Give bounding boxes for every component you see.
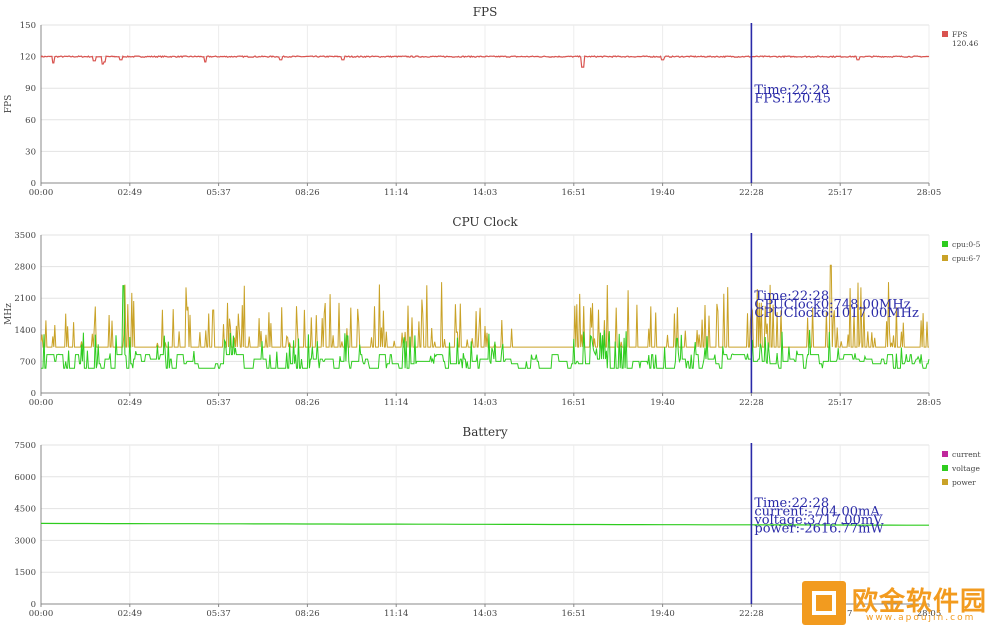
x-tick-label: 22:28 xyxy=(739,609,764,619)
x-tick-label: 08:26 xyxy=(295,609,320,619)
legend-swatch xyxy=(942,465,948,471)
x-tick-label: 16:51 xyxy=(562,609,587,619)
x-tick-label: 11:14 xyxy=(384,609,409,619)
x-tick-label: 11:14 xyxy=(384,188,409,198)
tooltip-line: Time:22:28 xyxy=(754,496,829,511)
legend-swatch xyxy=(942,479,948,485)
legend-label: cpu:6-7 xyxy=(952,254,981,263)
x-tick-label: 00:00 xyxy=(29,188,54,198)
x-tick-label: 05:37 xyxy=(206,609,231,619)
x-tick-label: 08:26 xyxy=(295,398,320,408)
x-tick-label: 00:00 xyxy=(29,609,54,619)
y-tick-label: 1500 xyxy=(14,568,36,578)
y-tick-label: 1400 xyxy=(14,326,36,336)
x-tick-label: 00:00 xyxy=(29,398,54,408)
x-tick-label: 28:05 xyxy=(917,609,942,619)
y-tick-label: 7500 xyxy=(14,441,36,451)
series-line-voltage xyxy=(40,522,929,526)
x-tick-label: 28:05 xyxy=(917,398,942,408)
legend-swatch xyxy=(942,255,948,261)
y-tick-label: 4500 xyxy=(14,505,36,515)
y-tick-label: 120 xyxy=(20,53,36,63)
x-tick-label: 08:26 xyxy=(295,188,320,198)
y-tick-label: 0 xyxy=(31,600,36,610)
legend-label: power xyxy=(952,478,976,487)
series-line-cpu-0-5 xyxy=(41,285,930,369)
tooltip-line: power:-2616.77mW xyxy=(754,522,884,537)
chart-title: Battery xyxy=(462,425,507,439)
series-line-cpu-6-7 xyxy=(40,264,929,348)
x-tick-label: 22:28 xyxy=(739,398,764,408)
tooltip-line: Time:22:28 xyxy=(754,289,829,304)
tooltip-line: FPS:120.45 xyxy=(754,92,831,107)
watermark-text: 欧金软件园 xyxy=(852,587,988,617)
y-tick-label: 3500 xyxy=(14,231,36,241)
y-tick-label: 30 xyxy=(25,147,36,157)
y-tick-label: 60 xyxy=(25,116,36,126)
x-tick-label: 02:49 xyxy=(118,398,143,408)
chart-panel-2: Battery 0 1500 3000 4500 6000 7500 00:00 02:49 05… xyxy=(14,425,980,619)
y-axis-label: FPS xyxy=(4,95,14,113)
x-tick-label: 16:51 xyxy=(562,188,587,198)
x-tick-label: 14:03 xyxy=(473,398,498,408)
watermark-url: www.apoujin.com xyxy=(866,613,976,623)
legend-label: cpu:0-5 xyxy=(952,240,981,249)
y-tick-label: 6000 xyxy=(14,473,36,483)
tooltip-line: voltage:3717.00mV xyxy=(753,513,883,528)
legend-swatch xyxy=(942,31,948,37)
y-tick-label: 700 xyxy=(20,357,36,367)
x-tick-label: 05:37 xyxy=(206,188,231,198)
legend-swatch xyxy=(942,241,948,247)
y-tick-label: 90 xyxy=(25,84,36,94)
y-tick-label: 0 xyxy=(31,389,36,399)
x-tick-label: 05:37 xyxy=(206,398,231,408)
x-tick-label: 19:40 xyxy=(650,188,675,198)
x-tick-label: 02:49 xyxy=(118,188,143,198)
watermark-logo-icon xyxy=(802,581,846,625)
tooltip-line: current:-704.00mA xyxy=(754,505,880,520)
chart-title: CPU Clock xyxy=(452,215,518,229)
y-tick-label: 3000 xyxy=(14,536,36,546)
x-tick-label: 19:40 xyxy=(650,609,675,619)
y-tick-label: 150 xyxy=(20,21,36,31)
x-tick-label: 25:17 xyxy=(828,188,853,198)
x-tick-label: 02:49 xyxy=(118,609,143,619)
y-tick-label: 2100 xyxy=(14,294,36,304)
x-tick-label: 14:03 xyxy=(473,609,498,619)
tooltip-line: Time:22:28 xyxy=(754,83,829,98)
x-tick-label: 28:05 xyxy=(917,188,942,198)
x-tick-label: 16:51 xyxy=(562,398,587,408)
y-tick-label: 0 xyxy=(31,179,36,189)
legend-value: 120.46 xyxy=(952,39,978,48)
legend-label: current xyxy=(952,450,980,459)
tooltip-line: CPUClock0:748.00MHz xyxy=(754,298,910,313)
x-tick-label: 25:17 xyxy=(828,398,853,408)
x-tick-label: 19:40 xyxy=(650,398,675,408)
chart-title: FPS xyxy=(473,5,498,19)
chart-panel-1: CPU Clock 0 700 1400 2100 2800 3500 00:00 02:49 0… xyxy=(4,215,981,408)
x-tick-label: 22:28 xyxy=(739,188,764,198)
y-tick-label: 2800 xyxy=(14,263,36,273)
chart-panel-0: FPS 0 30 60 90 120 150 00:00 02:49 05:37 08:26 11:1… xyxy=(4,5,978,198)
legend-label: FPS xyxy=(952,30,967,39)
x-tick-label: 14:03 xyxy=(473,188,498,198)
tooltip-line: CPUClock6:1017.00MHz xyxy=(754,306,919,321)
legend-label: voltage xyxy=(951,464,980,473)
x-tick-label: 11:14 xyxy=(384,398,409,408)
y-axis-label: MHz xyxy=(4,303,14,325)
watermark: 欧金软件园 www.apoujin.com xyxy=(800,579,995,629)
series-line-fps xyxy=(40,55,930,68)
legend-swatch xyxy=(942,451,948,457)
